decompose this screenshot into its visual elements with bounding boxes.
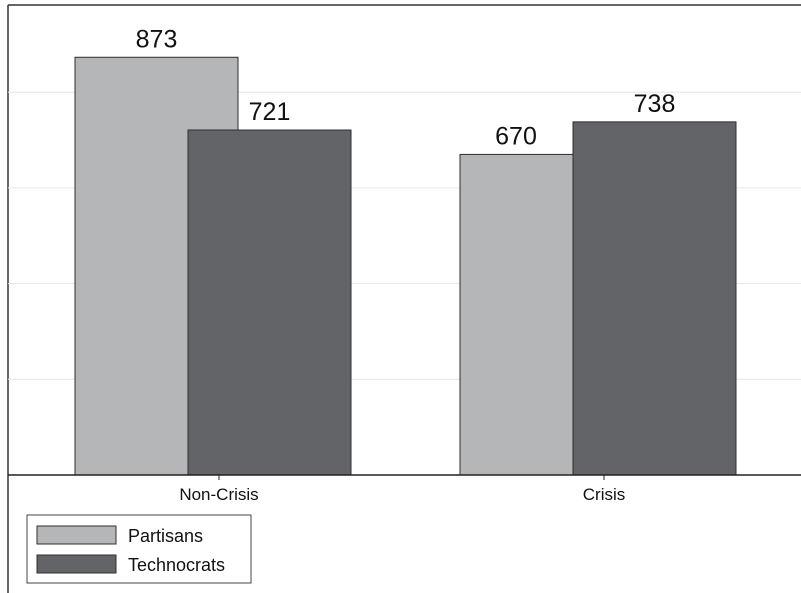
- value-label-partisans-crisis: 670: [495, 122, 537, 150]
- legend-label-technocrats: Technocrats: [128, 555, 225, 575]
- x-tick-label-crisis: Crisis: [583, 485, 626, 504]
- x-tick-labels: Non-Crisis Crisis: [179, 475, 625, 504]
- bar-technocrats-crisis: [572, 121, 737, 476]
- bar-technocrats-non-crisis: [187, 129, 352, 476]
- value-label-partisans-non-crisis: 873: [136, 25, 178, 53]
- value-labels: 873 721 670 738: [136, 25, 676, 150]
- legend-label-partisans: Partisans: [128, 526, 203, 546]
- legend: Partisans Technocrats: [26, 514, 252, 584]
- legend-swatch-partisans: [36, 525, 117, 545]
- value-label-technocrats-crisis: 738: [634, 90, 676, 118]
- value-label-technocrats-non-crisis: 721: [249, 98, 291, 126]
- legend-swatch-technocrats: [36, 554, 117, 574]
- x-tick-label-non-crisis: Non-Crisis: [179, 485, 258, 504]
- bars: [74, 56, 737, 476]
